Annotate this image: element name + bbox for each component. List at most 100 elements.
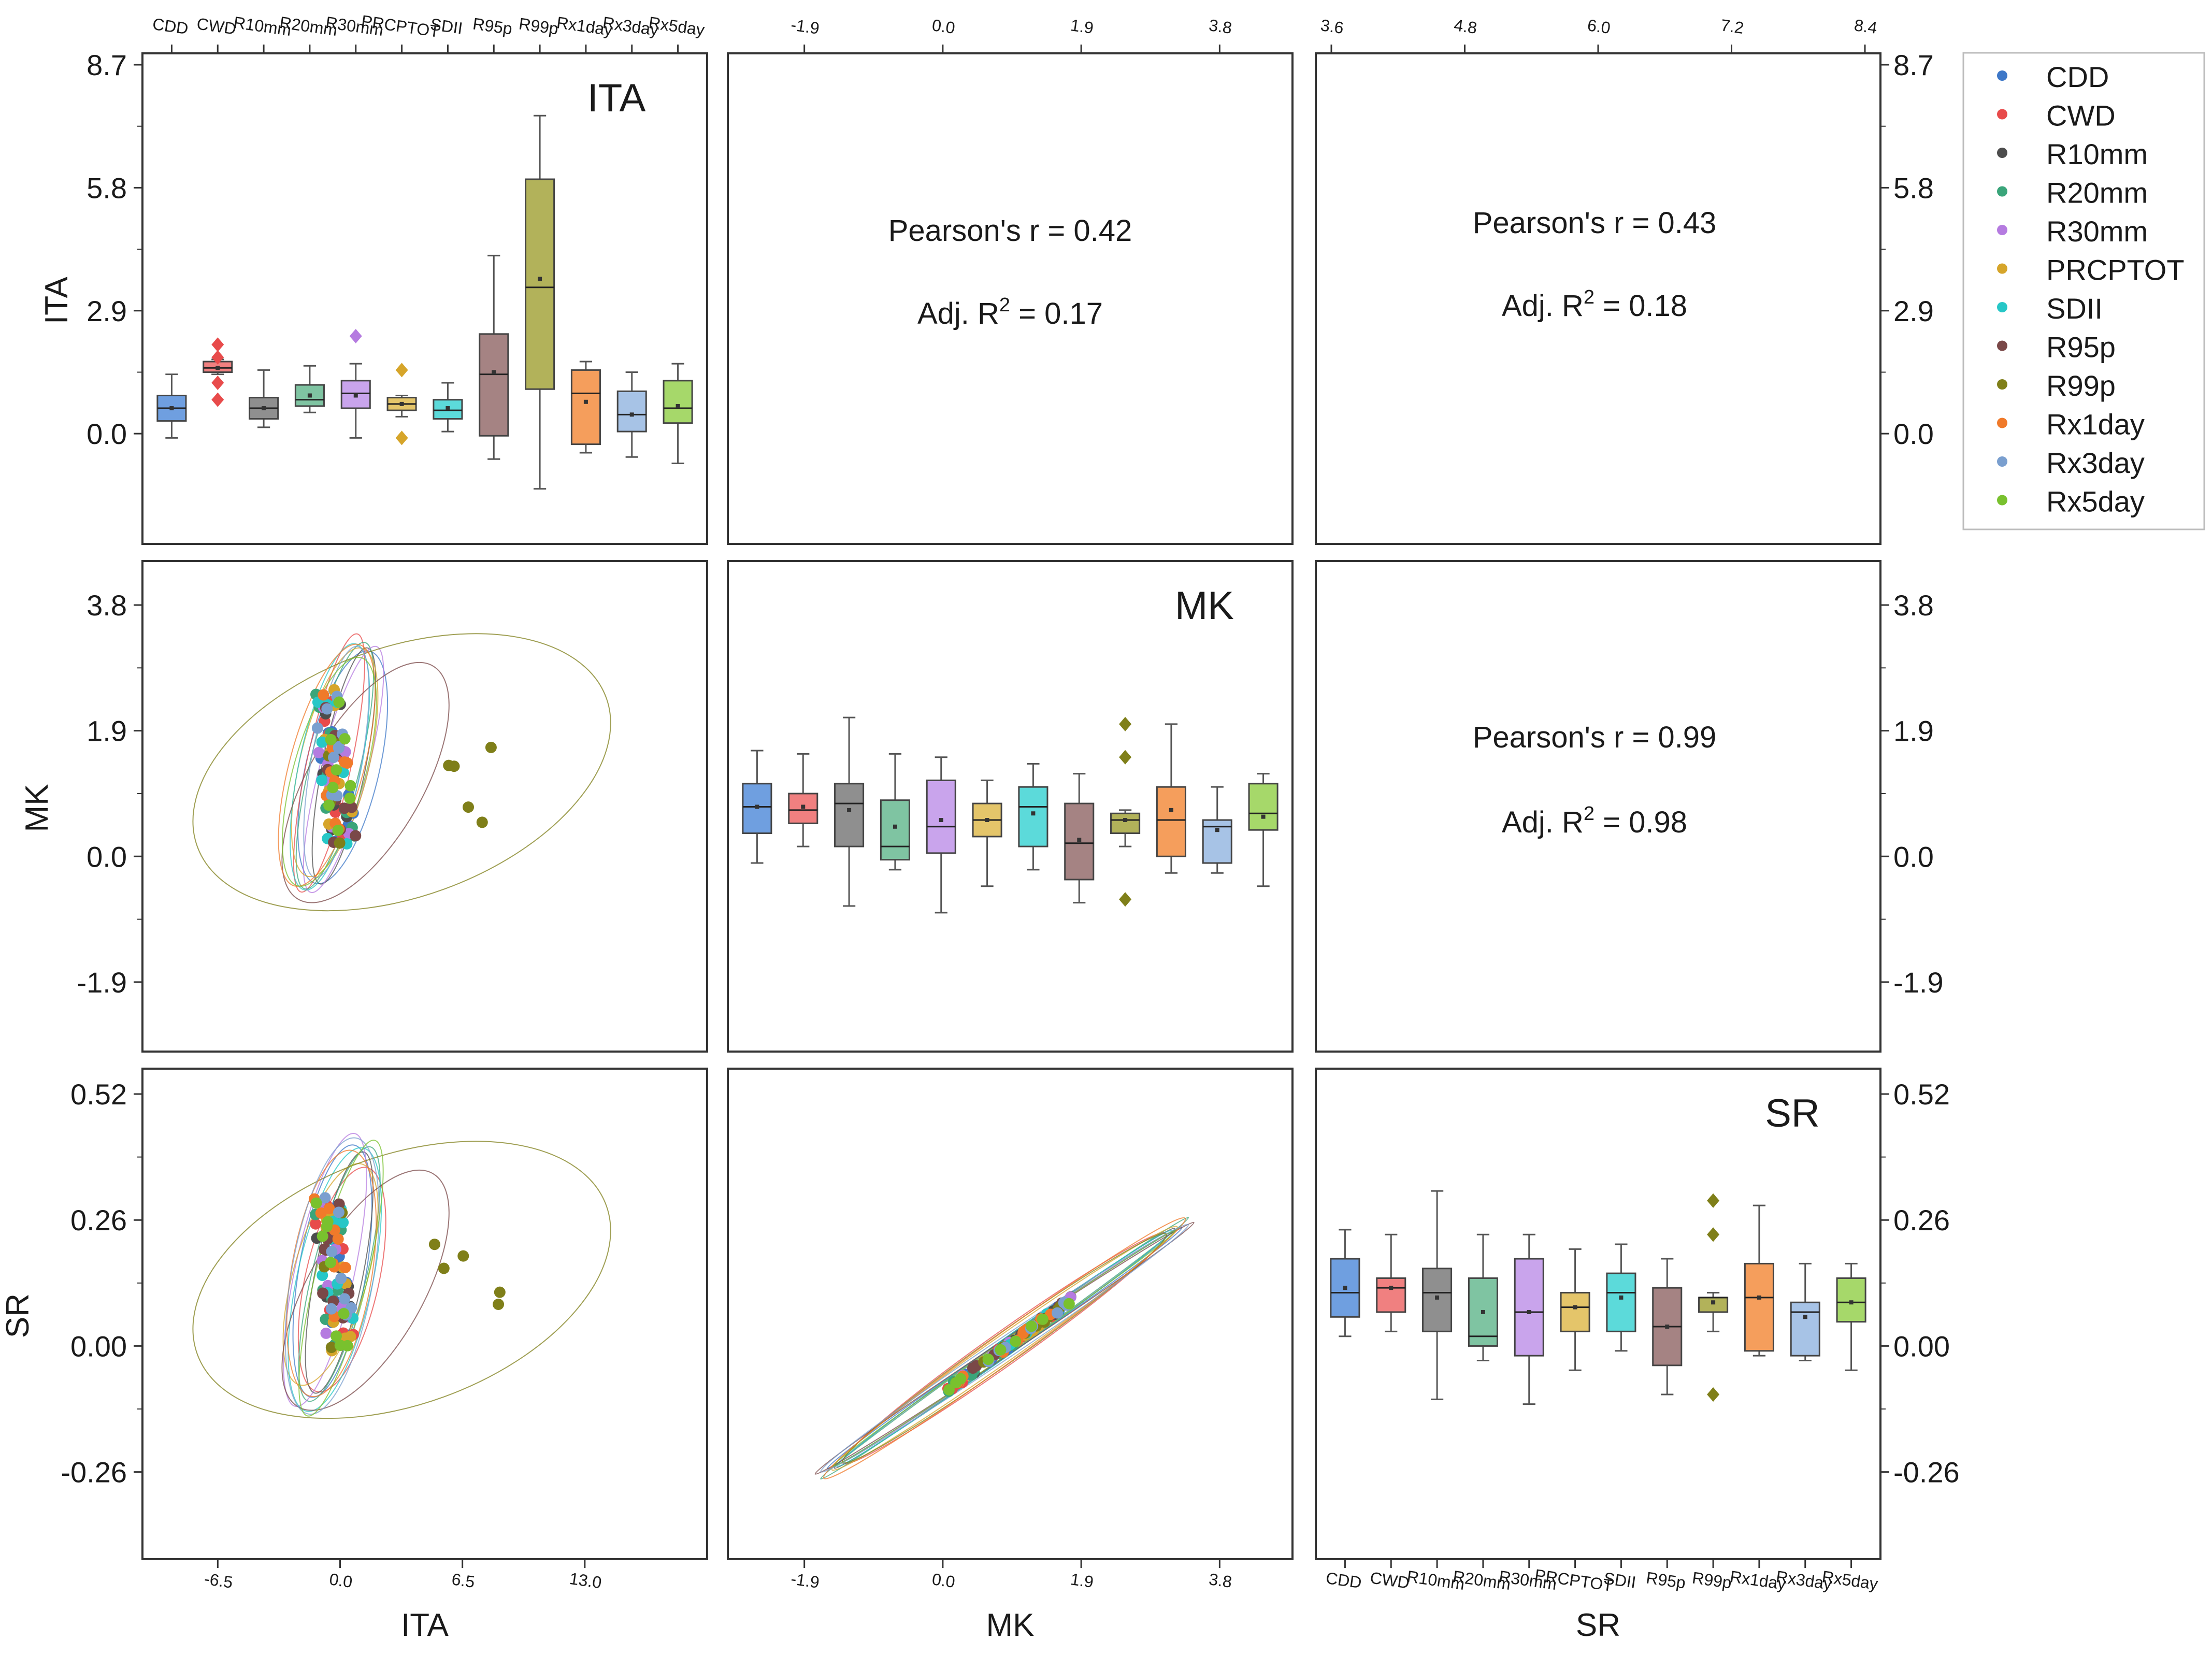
box-sr-r30mm-mean xyxy=(1527,1310,1531,1314)
legend-marker-rx1day xyxy=(1997,418,2007,428)
ytick-label-right-mk-2: 0.0 xyxy=(1893,840,1934,873)
point-rx5day xyxy=(327,782,339,794)
ytick-label-right-sr-2: 0.00 xyxy=(1893,1330,1950,1362)
box-mk-cwd-mean xyxy=(801,804,806,809)
point-r99p xyxy=(428,1239,440,1250)
boxplots-sr xyxy=(1330,1190,1866,1405)
legend-marker-rx5day xyxy=(1997,495,2007,506)
xtick-label-top-sr-4: 8.4 xyxy=(1853,16,1878,37)
point-rx5day xyxy=(982,1354,994,1365)
box-mk-rx5day-mean xyxy=(1261,814,1266,819)
box-sr-sdii-body xyxy=(1606,1272,1636,1332)
ellipse-rx3day xyxy=(284,1137,380,1415)
point-r99p xyxy=(476,816,488,828)
ellipse-sdii xyxy=(836,1229,1173,1468)
legend-box xyxy=(1962,52,2205,530)
box-mk-cdd-mean xyxy=(755,804,759,809)
adj-value-ita-sr: = 0.18 xyxy=(1595,289,1687,323)
legend-label-r30mm: R30mm xyxy=(2046,215,2148,248)
point-rx5day xyxy=(323,799,335,811)
pearson-mk-sr: Pearson's r = 0.99 xyxy=(1473,721,1717,754)
box-ita-r30mm-outlier-0 xyxy=(349,328,362,343)
xtick-label-bottom-mk-1: 0.0 xyxy=(931,1570,956,1591)
box-mk-rx1day-mean xyxy=(1169,808,1173,812)
xtick-label-top-mk-1: 0.0 xyxy=(931,16,956,37)
point-r99p xyxy=(457,1250,469,1262)
box-ita-r99p-body xyxy=(525,178,555,390)
ytick-label-left-mk-1: 1.9 xyxy=(87,715,127,747)
point-rx5day xyxy=(310,1197,322,1209)
panel-contents xyxy=(156,114,1866,1480)
box-sr-rx5day-body xyxy=(1836,1277,1866,1323)
xtick-label-top-mk-2: 1.9 xyxy=(1069,16,1095,37)
box-sr-r95p-mean xyxy=(1665,1325,1670,1329)
pearson-ita-sr: Pearson's r = 0.43 xyxy=(1473,206,1717,240)
boxplots-ita xyxy=(156,114,693,490)
box-sr-cwd-mean xyxy=(1389,1286,1394,1290)
legend-marker-r30mm xyxy=(1997,225,2007,235)
panel-frame-mk-sr xyxy=(1315,560,1881,1053)
ytick-label-left-ita-1: 5.8 xyxy=(87,171,127,204)
box-sr-sdii-mean xyxy=(1619,1295,1624,1300)
box-sr-r99p-outlier-0 xyxy=(1707,1193,1720,1208)
ellipse-rx5day xyxy=(282,656,377,887)
xtick-label-bottom-mk-2: 1.9 xyxy=(1069,1570,1095,1591)
box-mk-r99p-mean xyxy=(1123,818,1128,823)
panel-frame-sr-sr xyxy=(1315,1068,1881,1560)
box-ita-cdd-mean xyxy=(169,406,174,411)
box-mk-rx5day-body xyxy=(1248,783,1279,831)
ytick-label-left-mk-0: 3.8 xyxy=(87,589,127,622)
box-mk-r10mm-mean xyxy=(847,808,852,812)
point-rx5day xyxy=(325,1257,337,1269)
point-r95p xyxy=(333,1198,345,1210)
point-rx5day xyxy=(339,733,351,745)
ytick-label-left-mk-3: -1.9 xyxy=(77,966,127,999)
point-rx3day xyxy=(328,752,340,764)
point-rx5day xyxy=(995,1344,1007,1356)
xlabel-sr: SR xyxy=(1576,1607,1620,1643)
xtick-label-top-mk-0: -1.9 xyxy=(789,15,821,37)
point-rx3day xyxy=(333,741,344,753)
point-rx3day xyxy=(321,703,333,715)
point-rx5day xyxy=(317,1230,328,1242)
point-r99p xyxy=(463,801,475,813)
point-rx1day xyxy=(332,1233,344,1245)
xtick-label-top-mk-3: 3.8 xyxy=(1208,16,1233,37)
point-rx5day xyxy=(341,1340,353,1351)
pearson-ita-mk: Pearson's r = 0.42 xyxy=(888,214,1132,248)
box-sr-r99p-mean xyxy=(1711,1300,1716,1305)
ytick-label-left-mk-2: 0.0 xyxy=(87,840,127,873)
legend-marker-rx3day xyxy=(1997,456,2007,467)
point-rx5day xyxy=(333,696,345,708)
ytick-label-left-sr-1: 0.26 xyxy=(70,1204,127,1236)
xtick-label-top-sr-3: 7.2 xyxy=(1720,16,1745,37)
point-r95p xyxy=(317,1287,329,1299)
ellipse-r20mm xyxy=(295,642,375,890)
box-ita-r20mm-mean xyxy=(307,393,312,398)
box-ita-r10mm-mean xyxy=(262,406,266,411)
ellipse-r30mm xyxy=(283,1132,367,1407)
box-mk-sdii-mean xyxy=(1031,811,1036,816)
box-sr-r99p-body xyxy=(1698,1297,1729,1313)
legend-marker-sdii xyxy=(1997,302,2007,312)
ytick-label-right-mk-0: 3.8 xyxy=(1893,589,1934,622)
point-r99p xyxy=(325,1342,337,1354)
box-ita-cwd-outlier-3 xyxy=(211,392,224,407)
ytick-label-right-ita-0: 8.7 xyxy=(1893,49,1934,81)
scatter-inner-2-1 xyxy=(814,1217,1195,1480)
ytick-label-right-ita-3: 0.0 xyxy=(1893,418,1934,450)
box-ita-r30mm-mean xyxy=(353,393,358,398)
point-rx5day xyxy=(950,1377,962,1389)
panel-frame-sr-ita xyxy=(141,1068,708,1560)
point-rx5day xyxy=(325,733,337,745)
panel-frame-mk-mk xyxy=(727,560,1294,1053)
point-rx3day xyxy=(325,1303,337,1315)
adj-value-ita-mk: = 0.17 xyxy=(1010,297,1103,330)
scatter-sr-vs-mk xyxy=(814,1217,1195,1480)
adj-sup-ita-sr: 2 xyxy=(1584,286,1595,308)
point-r95p xyxy=(350,830,362,842)
panel-frame-ita-ita xyxy=(141,52,708,545)
legend: CDD CWD R10mm R20mm R30mm PRCPTOT SDII R95p R99p… xyxy=(1962,52,2205,530)
